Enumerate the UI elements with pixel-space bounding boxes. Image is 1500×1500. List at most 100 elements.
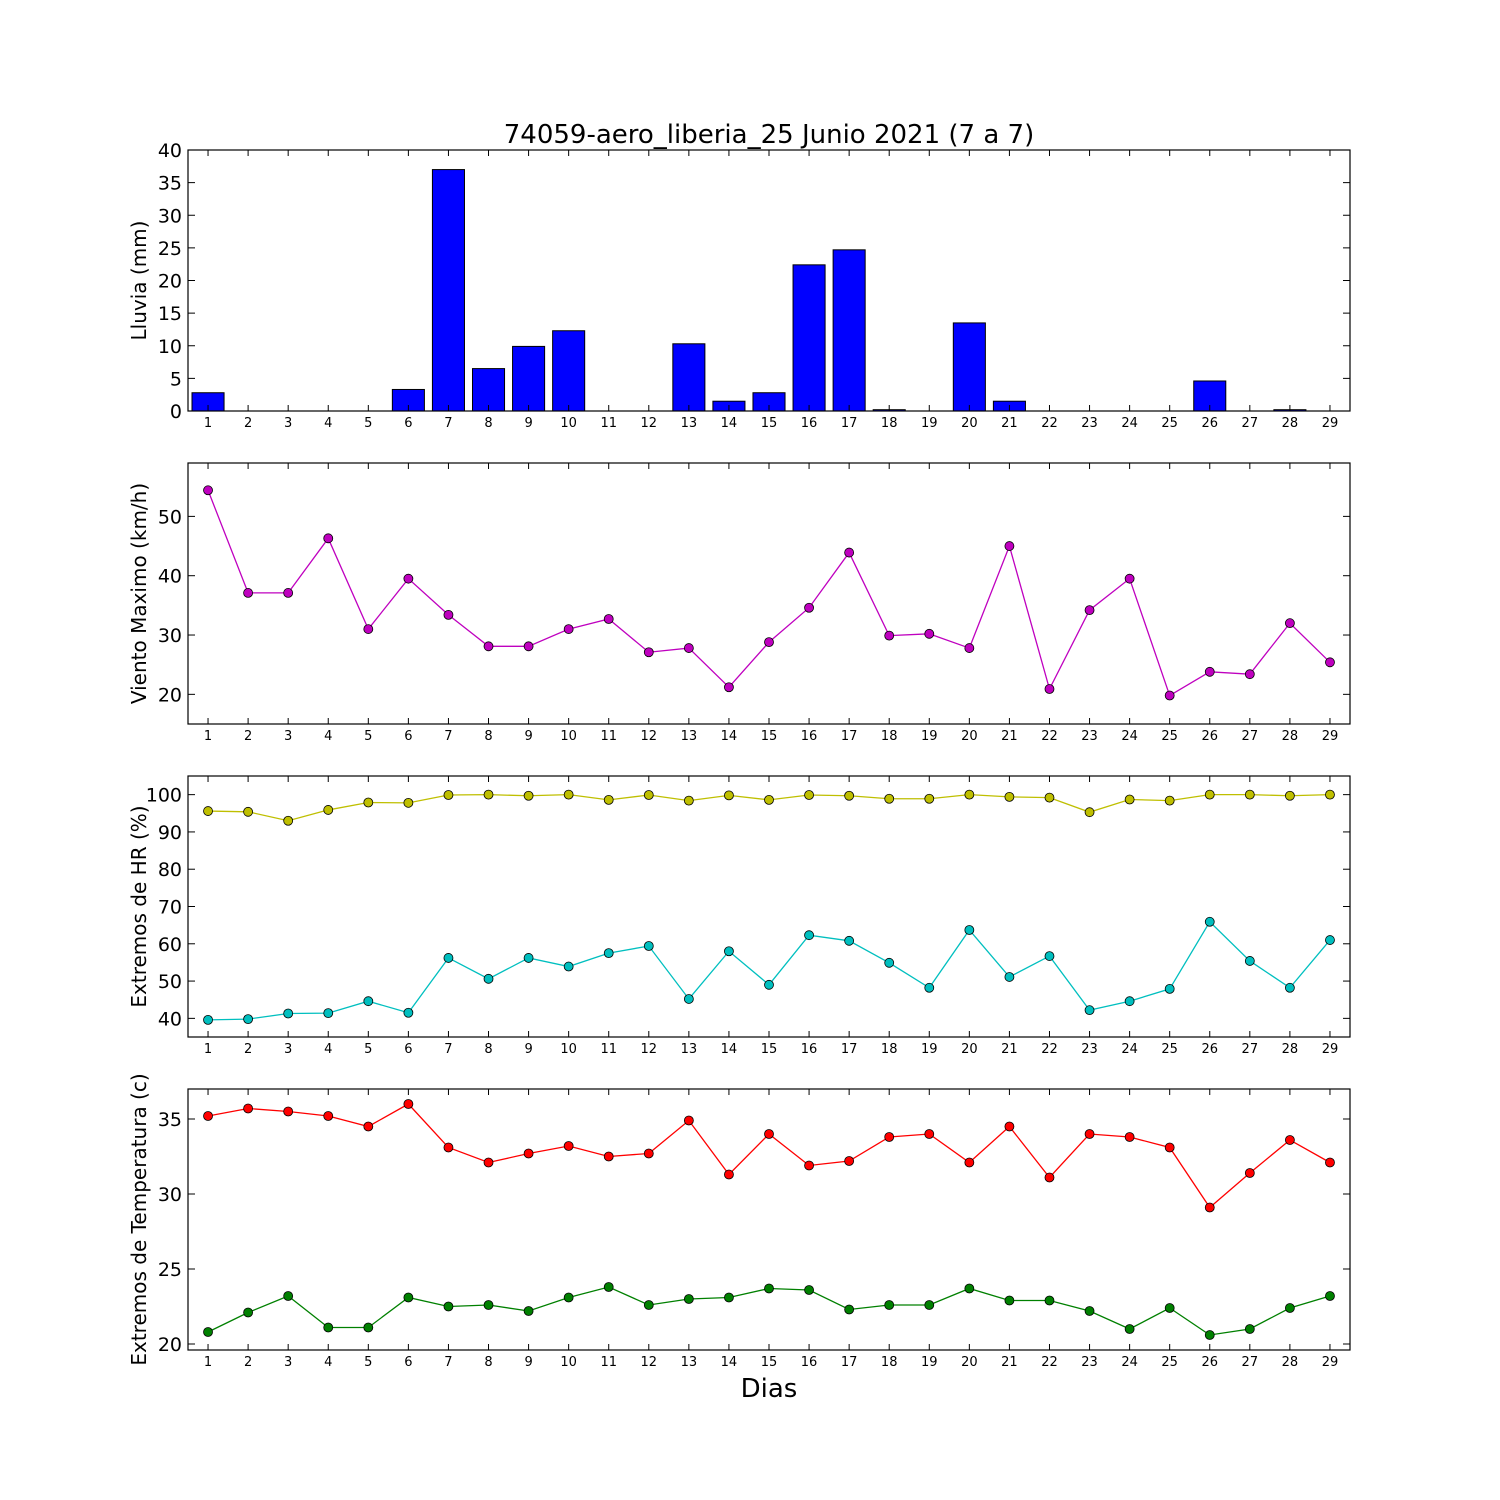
data-point <box>443 1142 454 1153</box>
x-tick-label: 18 <box>881 1355 898 1370</box>
y-tick-label: 80 <box>158 859 182 881</box>
x-tick-label: 13 <box>681 416 698 431</box>
x-tick-label: 7 <box>444 416 452 431</box>
x-tick-label: 24 <box>1121 1355 1138 1370</box>
x-tick-label: 29 <box>1322 729 1339 744</box>
x-tick-label: 15 <box>761 416 778 431</box>
data-point <box>1084 1306 1095 1316</box>
data-point <box>1004 791 1015 802</box>
data-point <box>1004 541 1015 551</box>
x-tick-label: 14 <box>721 729 738 744</box>
data-point <box>283 1008 294 1019</box>
data-point <box>323 1008 334 1019</box>
x-tick-label: 29 <box>1322 1355 1339 1370</box>
data-point <box>1044 1172 1055 1183</box>
data-point <box>764 794 774 805</box>
data-point <box>243 1014 254 1025</box>
x-tick-label: 13 <box>681 1355 698 1370</box>
x-tick-label: 17 <box>841 416 858 431</box>
x-tick-label: 17 <box>841 1042 858 1057</box>
data-point <box>844 547 855 558</box>
x-tick-label: 29 <box>1322 1042 1339 1057</box>
data-point <box>523 953 534 963</box>
x-tick-label: 18 <box>881 1042 898 1057</box>
data-point <box>924 1129 935 1139</box>
data-point <box>724 790 734 801</box>
data-point <box>924 982 935 993</box>
data-point <box>403 1292 414 1303</box>
x-tick-label: 25 <box>1161 1355 1178 1370</box>
x-tick-label: 20 <box>961 1355 978 1370</box>
data-point <box>523 790 534 801</box>
x-tick-label: 7 <box>444 729 452 744</box>
data-point <box>243 1103 254 1114</box>
data-point <box>203 485 213 496</box>
x-tick-label: 11 <box>600 1355 617 1370</box>
data-point <box>523 1306 534 1316</box>
x-tick-label: 3 <box>284 729 292 744</box>
data-point <box>683 994 694 1004</box>
data-point <box>603 1151 614 1162</box>
y-axis-label: Viento Maximo (km/h) <box>127 483 151 704</box>
data-point <box>1164 795 1175 806</box>
x-tick-label: 9 <box>524 1042 532 1057</box>
x-tick-label: 22 <box>1041 416 1058 431</box>
y-tick-label: 20 <box>158 684 182 706</box>
x-tick-label: 27 <box>1242 729 1259 744</box>
x-tick-label: 1 <box>204 729 212 744</box>
data-point <box>1044 951 1055 961</box>
x-tick-label: 24 <box>1121 729 1138 744</box>
x-tick-label: 3 <box>284 416 292 431</box>
x-tick-label: 15 <box>761 1355 778 1370</box>
data-point <box>363 1121 374 1132</box>
x-tick-label: 12 <box>641 416 658 431</box>
x-tick-label: 23 <box>1081 1042 1098 1057</box>
x-tick-label: 28 <box>1282 1355 1299 1370</box>
data-point <box>603 948 614 959</box>
data-point <box>1124 794 1135 805</box>
data-point <box>403 573 414 584</box>
x-tick-label: 17 <box>841 729 858 744</box>
data-point <box>804 930 814 941</box>
data-point <box>283 588 294 598</box>
data-point <box>363 624 374 634</box>
x-tick-label: 4 <box>324 729 332 744</box>
x-tick-label: 10 <box>560 729 577 744</box>
x-axis-label: Dias <box>741 1374 798 1404</box>
y-tick-label: 35 <box>158 1109 182 1131</box>
data-point <box>844 1156 855 1166</box>
data-point <box>844 935 855 946</box>
data-point <box>884 630 895 641</box>
y-tick-label: 40 <box>158 140 182 162</box>
data-point <box>724 1292 734 1303</box>
x-tick-label: 11 <box>600 1042 617 1057</box>
chart-panel-1: 1 2 3 4 5 6 7 8 9 10 11 12 13 14 15 16 17 18 19 20 21 22 23 24 2… <box>127 140 1351 431</box>
data-point <box>804 1160 814 1171</box>
x-tick-label: 28 <box>1282 1042 1299 1057</box>
x-tick-label: 15 <box>761 1042 778 1057</box>
x-tick-label: 5 <box>364 1355 372 1370</box>
data-point <box>1164 1142 1175 1153</box>
data-point <box>1204 916 1215 927</box>
x-tick-label: 25 <box>1161 729 1178 744</box>
y-tick-label: 10 <box>158 336 182 358</box>
data-point <box>203 806 213 816</box>
data-point <box>643 647 654 658</box>
data-point <box>203 1327 213 1337</box>
data-point <box>523 1148 534 1159</box>
data-point <box>523 641 534 652</box>
data-point <box>683 795 694 806</box>
y-axis-label: Extremos de Temperatura (c) <box>127 1073 151 1365</box>
data-point <box>1124 1324 1135 1334</box>
x-tick-label: 13 <box>681 729 698 744</box>
x-tick-label: 6 <box>404 729 412 744</box>
x-tick-label: 15 <box>761 729 778 744</box>
x-tick-label: 28 <box>1282 416 1299 431</box>
x-tick-label: 23 <box>1081 729 1098 744</box>
x-tick-label: 1 <box>204 1042 212 1057</box>
bar <box>952 322 986 412</box>
x-tick-label: 2 <box>244 1355 252 1370</box>
data-point <box>1284 1135 1295 1145</box>
